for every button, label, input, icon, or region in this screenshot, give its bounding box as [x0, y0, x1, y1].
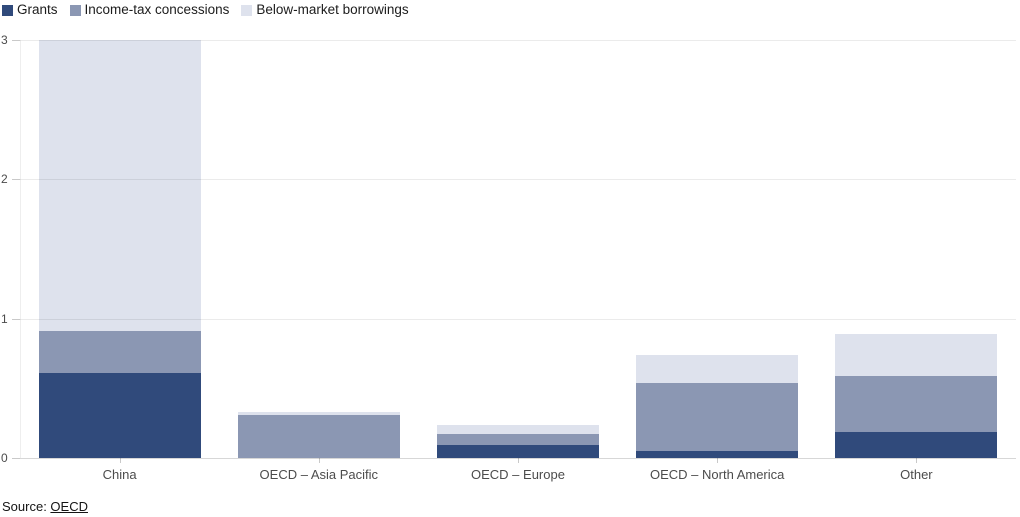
bar-segment[interactable]: [437, 434, 599, 446]
gridline: [20, 179, 1016, 181]
bar-segment[interactable]: [38, 331, 201, 373]
legend-swatch-icon: [2, 4, 13, 16]
legend-item: Below-market borrowings: [241, 2, 409, 18]
y-axis-label: 0: [1, 451, 8, 465]
bar-segment[interactable]: [835, 375, 998, 432]
x-axis-baseline: [20, 458, 1016, 459]
y-axis-label: 2: [1, 172, 8, 187]
bar-segment[interactable]: [237, 412, 400, 415]
x-axis-tick: [518, 458, 519, 463]
x-axis-tick: [119, 458, 121, 463]
bar-segment[interactable]: [437, 445, 599, 458]
gridline: [20, 318, 1016, 320]
x-axis-label: China: [102, 467, 137, 482]
source-link[interactable]: OECD: [50, 499, 88, 514]
y-axis-label: 1: [1, 311, 8, 326]
legend-item: Grants: [2, 2, 58, 18]
gridline: [20, 40, 1016, 41]
x-axis-tick: [318, 458, 320, 463]
bar-segment[interactable]: [636, 382, 799, 452]
x-axis-tick: [717, 458, 719, 463]
bar-segment[interactable]: [38, 40, 201, 332]
bar-segment[interactable]: [636, 451, 799, 458]
y-axis-tick: [12, 179, 20, 181]
bar-segment[interactable]: [835, 431, 998, 458]
x-axis-label: OECD – Asia Pacific: [259, 467, 379, 482]
legend-label: Grants: [17, 2, 58, 17]
bar-segment[interactable]: [636, 354, 799, 383]
bar-segment[interactable]: [237, 414, 400, 458]
x-axis-tick: [916, 458, 918, 463]
source-line: Source: OECD: [2, 499, 88, 515]
legend-swatch-icon: [241, 4, 253, 16]
legend-swatch-icon: [69, 4, 81, 16]
legend: Grants Income-tax concessions Below-market…: [2, 2, 409, 18]
y-axis-tick: [12, 40, 20, 41]
bar-segment[interactable]: [38, 373, 201, 458]
y-axis-tick: [12, 458, 20, 459]
source-prefix: Source:: [2, 499, 51, 514]
legend-item: Income-tax concessions: [69, 2, 230, 18]
bar-segment[interactable]: [835, 333, 998, 376]
bar-segment[interactable]: [437, 424, 599, 435]
y-axis-line: [20, 40, 21, 458]
y-axis-label: 3: [1, 33, 8, 47]
x-axis-label: Other: [900, 467, 933, 482]
legend-label: Income-tax concessions: [84, 2, 230, 17]
y-axis-tick: [12, 318, 20, 320]
x-axis-label: OECD – North America: [650, 467, 785, 482]
x-axis-label: OECD – Europe: [471, 467, 565, 482]
legend-label: Below-market borrowings: [256, 2, 409, 17]
